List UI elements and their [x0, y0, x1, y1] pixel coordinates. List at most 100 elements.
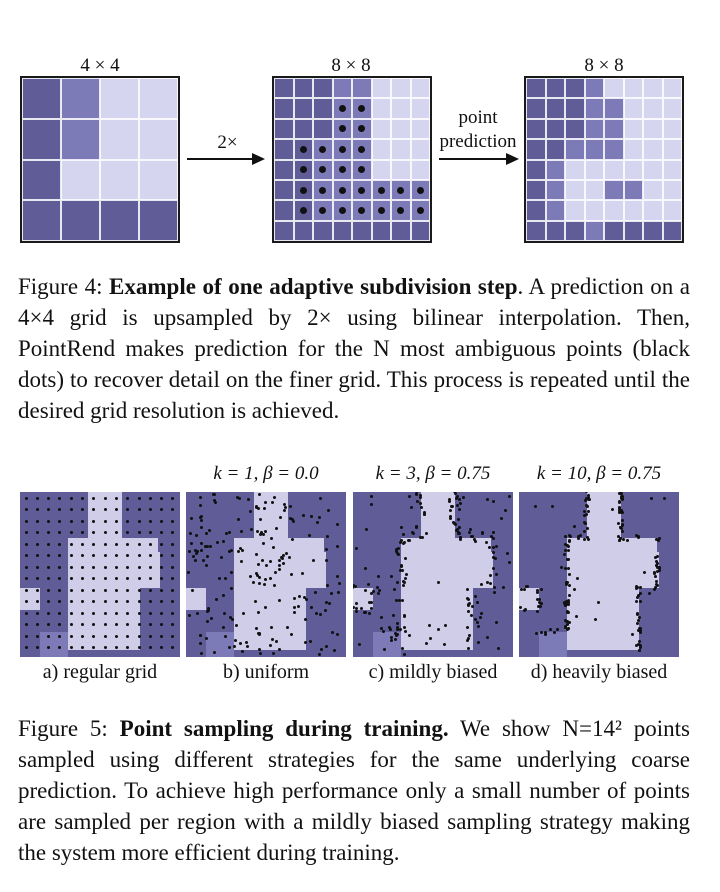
- grid-cell: [545, 220, 565, 241]
- arrow-label-line-1: point: [458, 107, 498, 128]
- grid-cell: [391, 220, 411, 241]
- sample-point-dot: [325, 600, 329, 604]
- sample-point-dot: [81, 634, 84, 638]
- sample-point-dot: [293, 611, 297, 615]
- sample-point-dot: [315, 612, 319, 616]
- sample-point-dot: [396, 622, 400, 626]
- sample-point-dot: [437, 580, 441, 584]
- grid-cell: [584, 139, 604, 160]
- sample-point-dot: [567, 538, 571, 542]
- sample-point-dot: [653, 587, 657, 591]
- sample-point-dot: [240, 529, 244, 533]
- sample-point-dot: [258, 648, 261, 652]
- sample-point-dot: [638, 592, 642, 596]
- sample-point-dot: [258, 493, 262, 497]
- sample-point-dot: [319, 497, 323, 501]
- sample-point-dot: [35, 519, 39, 523]
- grid-cell: [526, 78, 546, 99]
- sample-point-dot: [171, 554, 175, 557]
- ambiguous-point-dot: [377, 186, 385, 194]
- grid-cell: [584, 159, 604, 180]
- sample-point-dot: [47, 554, 51, 557]
- sample-point-dot: [355, 607, 359, 611]
- sample-point-dot: [635, 600, 639, 604]
- sample-point-dot: [639, 600, 643, 604]
- sample-point-dot: [524, 608, 528, 612]
- sample-point-dot: [126, 508, 130, 511]
- ambiguous-point-dot: [358, 125, 366, 133]
- sample-point-dot: [428, 624, 432, 628]
- sample-point-dot: [279, 515, 283, 519]
- sample-point-dot: [469, 527, 473, 531]
- sample-point-dot: [402, 583, 406, 587]
- sample-point-dot: [402, 541, 406, 545]
- ambiguous-point-dot: [319, 206, 327, 214]
- sample-point-dot: [455, 496, 459, 500]
- sample-point-dot: [289, 504, 293, 508]
- sample-point-dot: [92, 600, 96, 603]
- sample-point-dot: [58, 542, 62, 546]
- sample-point-dot: [467, 633, 471, 637]
- grid-cell: [391, 78, 411, 99]
- grid-cell: [100, 78, 139, 119]
- sample-point-dot: [617, 508, 621, 512]
- sample-point-dot: [360, 607, 364, 611]
- sample-point-dot: [47, 588, 51, 592]
- sample-point-dot: [58, 519, 62, 523]
- sample-point-dot: [81, 600, 84, 603]
- figure-4-caption-text: . A prediction on a 4×4 grid is upsample…: [18, 274, 690, 423]
- sample-point-dot: [58, 508, 62, 511]
- sample-point-dot: [24, 519, 28, 523]
- grid-cell: [313, 78, 333, 99]
- sample-point-dot: [289, 572, 293, 576]
- sample-point-dot: [394, 599, 398, 603]
- grid-cell: [584, 179, 604, 201]
- sample-point-dot: [235, 624, 239, 628]
- sample-point-dot: [114, 623, 118, 626]
- sample-point-dot: [241, 548, 245, 552]
- sample-point-dot: [47, 611, 51, 615]
- arrow-upsample-label: 2×: [217, 132, 238, 153]
- sample-point-dot: [242, 611, 246, 615]
- sample-point-dot: [567, 584, 571, 588]
- sample-point-dot: [240, 649, 244, 653]
- sample-point-dot: [171, 646, 175, 649]
- ambiguous-point-dot: [338, 206, 346, 214]
- sample-point-dot: [481, 531, 485, 535]
- sample-point-dot: [58, 577, 62, 580]
- sample-point-dot: [58, 565, 62, 569]
- sample-point-dot: [400, 569, 404, 573]
- sample-point-dot: [309, 606, 313, 610]
- grid-cell: [643, 220, 663, 241]
- grid-cell: [662, 220, 682, 241]
- grid-cell: [662, 98, 682, 119]
- sample-point-dot: [519, 588, 523, 592]
- sample-point-dot: [259, 530, 263, 534]
- sample-point-dot: [316, 521, 320, 525]
- sample-point-dot: [228, 646, 232, 650]
- sample-point-dot: [103, 554, 107, 557]
- sample-point-dot: [24, 554, 28, 557]
- sample-point-dot: [389, 574, 393, 578]
- sample-point-dot: [506, 551, 510, 555]
- sample-point-dot: [363, 611, 367, 615]
- grid-cell: [662, 159, 682, 180]
- sample-point-dot: [148, 542, 152, 546]
- grid-cell: [545, 159, 565, 180]
- sample-point-dot: [566, 548, 570, 552]
- sample-point-dot: [148, 554, 152, 557]
- sample-point-dot: [24, 623, 28, 626]
- sample-point-dot: [496, 646, 500, 650]
- sample-point-dot: [160, 611, 164, 615]
- sample-point-dot: [458, 507, 462, 511]
- sample-point-dot: [47, 542, 51, 546]
- sample-point-dot: [567, 573, 571, 577]
- sample-point-dot: [564, 549, 568, 553]
- sample-point-dot: [457, 531, 461, 535]
- panel-c-label: c) mildly biased: [368, 661, 498, 683]
- sample-point-dot: [228, 615, 232, 619]
- sample-point-dot: [199, 518, 203, 522]
- sample-point-dot: [137, 600, 141, 603]
- sample-point-dot: [566, 603, 570, 607]
- sample-point-dot: [81, 611, 84, 615]
